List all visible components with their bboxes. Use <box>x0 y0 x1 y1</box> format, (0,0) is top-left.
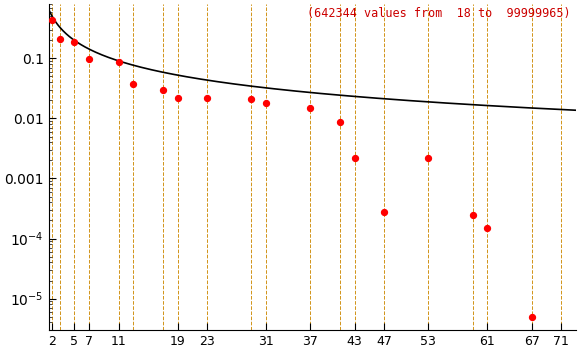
Point <box>158 87 168 93</box>
Point <box>70 39 79 45</box>
Point <box>48 17 57 23</box>
Point <box>306 105 315 111</box>
Point <box>173 95 182 101</box>
Point <box>246 96 256 102</box>
Point <box>55 36 64 42</box>
Point <box>379 209 389 214</box>
Point <box>202 95 212 101</box>
Point <box>262 100 271 106</box>
Text: (642344 values from  18 to  99999965): (642344 values from 18 to 99999965) <box>307 7 571 20</box>
Point <box>350 155 359 161</box>
Point <box>483 225 492 231</box>
Point <box>335 120 345 125</box>
Point <box>114 59 123 64</box>
Point <box>556 332 566 338</box>
Point <box>129 81 138 87</box>
Point <box>527 314 536 320</box>
Point <box>468 212 477 218</box>
Point <box>85 56 94 62</box>
Point <box>424 155 433 161</box>
